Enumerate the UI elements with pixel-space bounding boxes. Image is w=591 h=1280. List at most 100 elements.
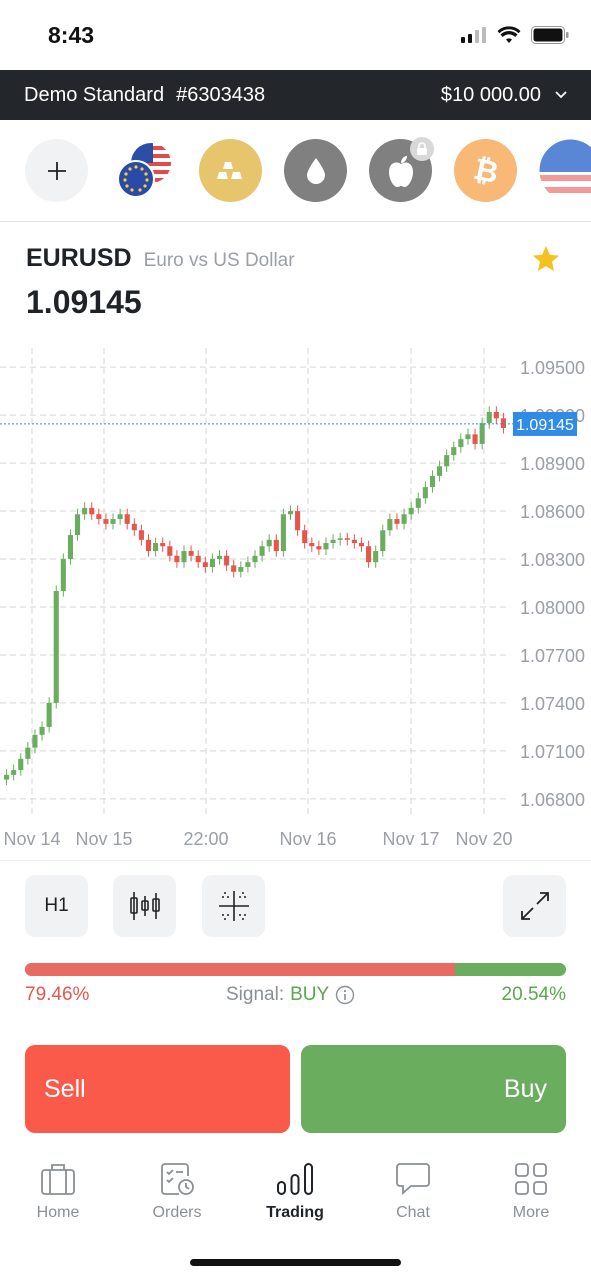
candle-body <box>103 519 109 524</box>
buy-button[interactable]: Buy <box>301 1045 566 1133</box>
candle-body <box>316 546 322 550</box>
sell-percentage: 79.46% <box>25 984 90 1005</box>
svg-text:₿: ₿ <box>472 154 500 188</box>
y-tick-label: 1.08000 <box>520 598 585 618</box>
add-asset-button[interactable] <box>25 139 88 202</box>
y-tick-label: 1.09500 <box>520 358 585 378</box>
candle-body <box>216 555 223 560</box>
grid-icon <box>515 1163 547 1195</box>
candle-body <box>387 519 393 531</box>
asset-gold[interactable] <box>199 139 262 202</box>
candle-body <box>295 511 301 531</box>
instrument-description: Euro vs US Dollar <box>143 250 295 271</box>
candle-body <box>18 758 24 771</box>
candle-body <box>394 519 400 524</box>
candle-body <box>429 475 436 488</box>
current-price-line: 1.09145 <box>0 411 577 436</box>
tab-more[interactable]: More <box>481 1162 581 1222</box>
asset-carousel[interactable]: ₿ <box>0 120 591 222</box>
favorite-star-icon[interactable] <box>531 244 561 274</box>
candle-body <box>46 702 52 727</box>
tab-chat-label: Chat <box>396 1204 430 1221</box>
candle-body <box>287 511 294 515</box>
asset-eurusd[interactable] <box>112 139 175 202</box>
candle-body <box>444 455 450 467</box>
instrument-price: 1.09145 <box>26 284 142 320</box>
candle-body <box>330 539 336 544</box>
us-flag-icon <box>539 139 591 202</box>
asset-oil[interactable] <box>284 139 347 202</box>
candle-body <box>224 555 230 566</box>
chart-type-button[interactable] <box>113 875 176 937</box>
candle-body <box>451 447 457 456</box>
sell-button[interactable]: Sell <box>25 1045 290 1133</box>
candle-body <box>89 507 95 515</box>
signal-label: Signal: <box>226 984 285 1005</box>
crosshair-button[interactable] <box>202 875 265 937</box>
candle-body <box>266 539 272 547</box>
oil-drop-icon <box>306 157 325 184</box>
orders-clock-icon <box>161 1163 194 1195</box>
candle-body <box>273 539 279 552</box>
y-tick-label: 1.07700 <box>520 646 585 666</box>
info-icon[interactable] <box>335 985 355 1005</box>
candle-body <box>39 726 45 735</box>
x-tick-label: Nov 20 <box>455 829 512 848</box>
candle-body <box>472 434 478 444</box>
lock-icon <box>417 142 427 155</box>
candle-body <box>465 434 471 440</box>
bottom-tab-bar: Home Orders Trading Chat <box>0 1150 591 1240</box>
chevron-down-icon[interactable] <box>555 91 567 99</box>
candle-body <box>202 562 208 568</box>
account-balance: $10 000.00 <box>440 83 541 106</box>
candle-body <box>351 539 357 544</box>
asset-apple[interactable] <box>369 137 434 202</box>
account-number: #6303438 <box>176 83 266 106</box>
y-tick-label: 1.07400 <box>520 694 585 714</box>
candle-body <box>181 551 187 563</box>
briefcase-icon <box>41 1164 75 1195</box>
wifi-icon <box>497 26 521 43</box>
account-bar[interactable]: Demo Standard #6303438 $10 000.00 <box>0 70 591 120</box>
timeframe-button[interactable]: H1 <box>25 875 88 937</box>
eu-us-flag-icon <box>117 143 171 198</box>
candle-body <box>96 514 102 520</box>
tab-home[interactable]: Home <box>8 1162 108 1222</box>
candle-body <box>153 543 159 552</box>
signal: Signal: BUY <box>226 984 355 1006</box>
price-chart[interactable]: 1.095001.092001.089001.086001.083001.080… <box>0 348 591 848</box>
x-tick-label: Nov 16 <box>279 829 336 848</box>
buy-percentage: 20.54% <box>501 984 566 1005</box>
cellular-signal-icon <box>461 27 486 43</box>
fullscreen-button[interactable] <box>503 875 566 937</box>
candle-body <box>117 514 123 520</box>
candle-body <box>259 546 265 556</box>
candle-body <box>238 567 244 572</box>
candle-body <box>25 747 31 759</box>
x-tick-label: 22:00 <box>183 829 228 848</box>
bar-chart-icon <box>277 1163 313 1195</box>
asset-bitcoin[interactable]: ₿ <box>454 139 517 202</box>
candle-body <box>74 514 81 536</box>
x-tick-label: Nov 17 <box>382 829 439 848</box>
candle-body <box>174 555 180 563</box>
candle-body <box>4 774 10 780</box>
candle-body <box>160 543 166 547</box>
tab-trading[interactable]: Trading <box>245 1162 345 1222</box>
candle-body <box>380 530 386 552</box>
candle-body <box>245 562 251 568</box>
candle-body <box>500 418 506 428</box>
candle-body <box>302 530 308 544</box>
lock-badge <box>410 137 434 161</box>
status-icons <box>461 26 569 44</box>
tab-orders[interactable]: Orders <box>127 1162 227 1222</box>
x-tick-label: Nov 15 <box>75 829 132 848</box>
account-name: Demo Standard <box>24 83 165 106</box>
y-tick-label: 1.06800 <box>520 790 585 810</box>
candle-body <box>323 543 329 550</box>
tab-chat[interactable]: Chat <box>363 1162 463 1222</box>
candle-body <box>493 411 499 419</box>
candle-body <box>67 535 73 560</box>
tab-more-label: More <box>512 1204 550 1221</box>
asset-us[interactable] <box>539 139 591 202</box>
